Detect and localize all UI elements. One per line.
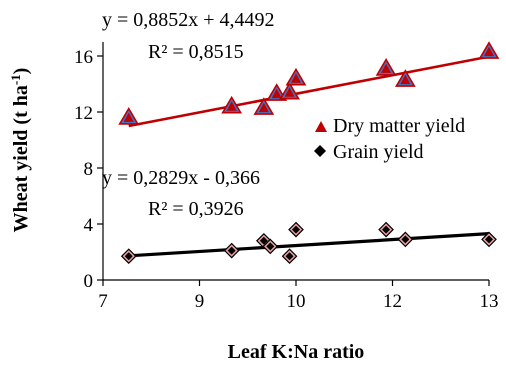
point-dry-matter-inner [291, 73, 301, 83]
trendline-r2-dry-matter: R² = 0,8515 [148, 41, 244, 63]
trendlines-layer [128, 55, 490, 258]
ticks-layer: 0 4 8 12 16 7 9 10 12 13 [74, 47, 499, 312]
x-tick-label: 12 [383, 291, 402, 312]
legend-label-dry-matter: Dry matter yield [333, 115, 465, 137]
y-axis-title-end: ) [10, 68, 32, 75]
y-tick-label: 16 [74, 47, 93, 68]
marks-layer [118, 41, 500, 265]
x-tick-label: 10 [287, 291, 306, 312]
trendline-r2-grain: R² = 0,3926 [148, 198, 244, 220]
point-dry-matter-inner [284, 87, 295, 97]
trendline-equation-dry-matter: y = 0,8852x + 4,4492 [102, 9, 275, 31]
point-dry-matter-inner [400, 74, 411, 85]
legend-marker-dry-matter [315, 121, 327, 132]
trendline-equation-grain: y = 0,2829x - 0,366 [102, 167, 260, 189]
point-grain-inner [382, 225, 391, 234]
point-grain-inner [227, 246, 236, 255]
trendline-grain [128, 232, 490, 258]
point-grain-inner [259, 236, 268, 245]
y-tick-label: 12 [74, 103, 93, 124]
point-dry-matter-inner [381, 63, 392, 73]
y-tick-label: 8 [84, 159, 94, 180]
point-dry-matter-inner [258, 102, 269, 113]
point-grain-inner [292, 225, 300, 234]
y-axis-title: Wheat yield (t ha-1) [8, 68, 32, 233]
point-grain-inner [401, 235, 410, 244]
point-grain-inner [266, 242, 275, 251]
legend: Dry matter yield Grain yield [314, 115, 465, 163]
legend-marker-grain [314, 145, 326, 157]
point-dry-matter-inner [484, 46, 494, 57]
x-tick-label: 13 [480, 291, 499, 312]
x-tick-label: 7 [98, 291, 108, 312]
y-tick-label: 4 [84, 215, 94, 236]
trendline-dry-matter [128, 55, 490, 128]
point-grain-inner [124, 252, 133, 261]
y-axis-title-main: Wheat yield (t ha [10, 85, 32, 232]
legend-label-grain: Grain yield [333, 141, 424, 163]
x-axis-title: Leaf K:Na ratio [228, 341, 365, 363]
point-grain-inner [485, 235, 493, 244]
point-grain-inner [285, 252, 294, 261]
x-tick-label: 9 [195, 291, 205, 312]
point-dry-matter-inner [271, 88, 282, 99]
y-tick-label: 0 [84, 271, 94, 292]
point-dry-matter-inner [123, 112, 134, 122]
point-dry-matter-inner [226, 101, 237, 111]
y-axis-title-sup: -1 [8, 74, 23, 85]
